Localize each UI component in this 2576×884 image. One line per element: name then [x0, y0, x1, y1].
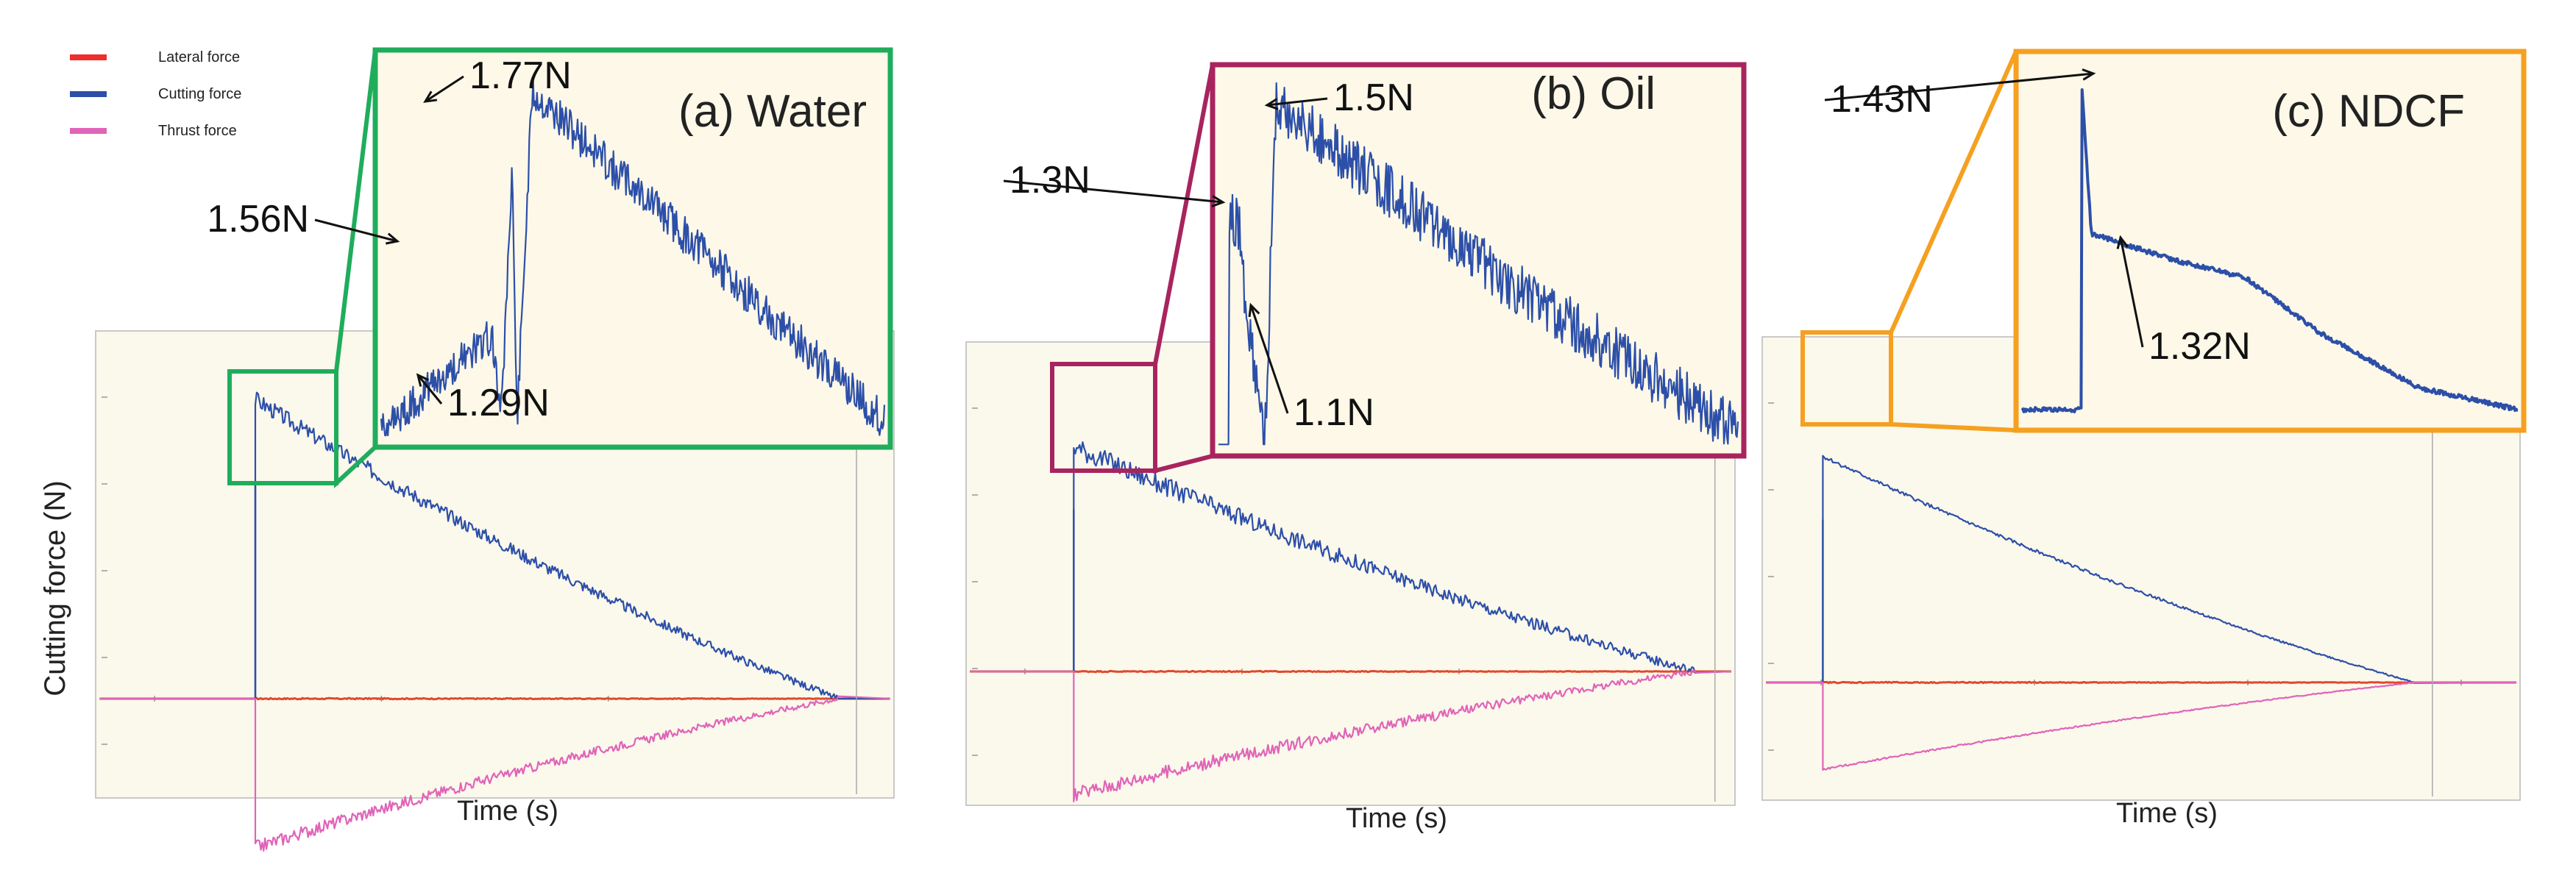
panel-ndcf: (c) NDCF Time (s) 1.43N 1.32N	[1761, 49, 2527, 829]
annotation-label: 1.43N	[1831, 78, 1933, 121]
annotation-label: 1.1N	[1294, 391, 1374, 434]
series-line-lateral-force	[99, 696, 890, 701]
series-line-thrust-force	[1766, 681, 2516, 771]
panel-title: (b) Oil	[1531, 68, 1656, 119]
series-lateral-force	[1766, 680, 2516, 685]
series-line-lateral-force	[970, 669, 1731, 674]
annotation-label: 1.77N	[469, 54, 572, 97]
annotation-arrow	[425, 75, 464, 103]
annotation-arrowhead	[386, 232, 400, 245]
panel-title: (a) Water	[678, 86, 867, 137]
inset-cutting-trace	[1218, 82, 1739, 446]
zoom-source-box	[1800, 330, 1893, 427]
annotation-arrowhead	[2082, 68, 2096, 81]
y-axis-label: Cutting force (N)	[39, 480, 71, 696]
series-line-thrust-force	[970, 669, 1731, 802]
panel-oil: (b) Oil Time (s) 1.3N 1.5N 1.1N	[965, 62, 1747, 834]
annotation-arrow	[1824, 72, 2094, 101]
annotation-label: 1.5N	[1333, 76, 1414, 119]
annotation-1-29n: 1.29N	[416, 373, 550, 424]
series-line-thrust-force	[99, 695, 890, 852]
annotation-arrowhead	[2116, 235, 2129, 249]
annotation-arrowhead	[423, 90, 438, 103]
series-thrust-force	[99, 695, 890, 852]
zoom-source-box	[1050, 362, 1157, 473]
series-lateral-force	[970, 669, 1731, 674]
annotation-1-56n: 1.56N	[207, 198, 400, 245]
zoom-connector	[1153, 64, 1215, 474]
inset-cutting-trace	[2020, 88, 2519, 413]
annotation-arrow	[1266, 97, 1328, 107]
series-line-cutting-force	[970, 441, 1731, 674]
series-cutting-force	[970, 441, 1731, 674]
x-axis-label: Time (s)	[1346, 803, 1447, 834]
zoom-source-box	[227, 369, 338, 485]
annotation-1-5n: 1.5N	[1264, 76, 1414, 119]
series-line-cutting-force	[99, 391, 890, 700]
series-lateral-force	[99, 696, 890, 701]
panel-water: (a) Water Time (s) 1.56N 1.77N 1.29N	[95, 47, 895, 852]
x-axis-label: Time (s)	[457, 796, 558, 827]
annotation-label: 1.32N	[2149, 325, 2251, 368]
zoom-connector	[334, 49, 377, 488]
annotation-label: 1.29N	[447, 382, 550, 424]
legend: Lateral force Cutting force Thrust force	[70, 49, 241, 139]
series-cutting-force	[1766, 455, 2516, 684]
legend-label-cutting: Cutting force	[158, 86, 241, 102]
legend-label-thrust: Thrust force	[158, 123, 237, 139]
zoom-inset	[372, 47, 893, 450]
zoom-inset	[2013, 49, 2527, 433]
annotation-1-1n: 1.1N	[1248, 302, 1374, 434]
inset-cutting-trace	[380, 77, 886, 437]
panel-title: (c) NDCF	[2272, 86, 2465, 137]
x-axis-label: Time (s)	[2116, 798, 2218, 829]
annotation-1-32n: 1.32N	[2116, 235, 2251, 368]
annotation-arrowhead	[416, 373, 430, 387]
series-line-cutting-force	[1766, 455, 2516, 684]
annotation-arrowhead	[1248, 302, 1260, 318]
series-cutting-force	[99, 391, 890, 700]
annotation-1-43n: 1.43N	[1824, 68, 2096, 121]
legend-label-lateral: Lateral force	[158, 49, 240, 65]
annotation-arrow	[1003, 179, 1224, 204]
annotation-label: 1.56N	[207, 198, 309, 240]
annotation-1-77n: 1.77N	[423, 54, 572, 103]
series-line-lateral-force	[1766, 680, 2516, 685]
annotation-arrow	[2119, 237, 2144, 348]
annotation-arrowhead	[1211, 195, 1226, 207]
series-thrust-force	[1766, 681, 2516, 771]
annotation-arrowhead	[1264, 98, 1279, 110]
annotation-label: 1.3N	[1010, 159, 1090, 202]
annotation-1-3n: 1.3N	[1003, 159, 1226, 207]
series-thrust-force	[970, 669, 1731, 802]
annotation-arrow	[416, 374, 443, 404]
annotation-arrow	[314, 218, 398, 243]
annotation-arrow	[1249, 304, 1289, 414]
